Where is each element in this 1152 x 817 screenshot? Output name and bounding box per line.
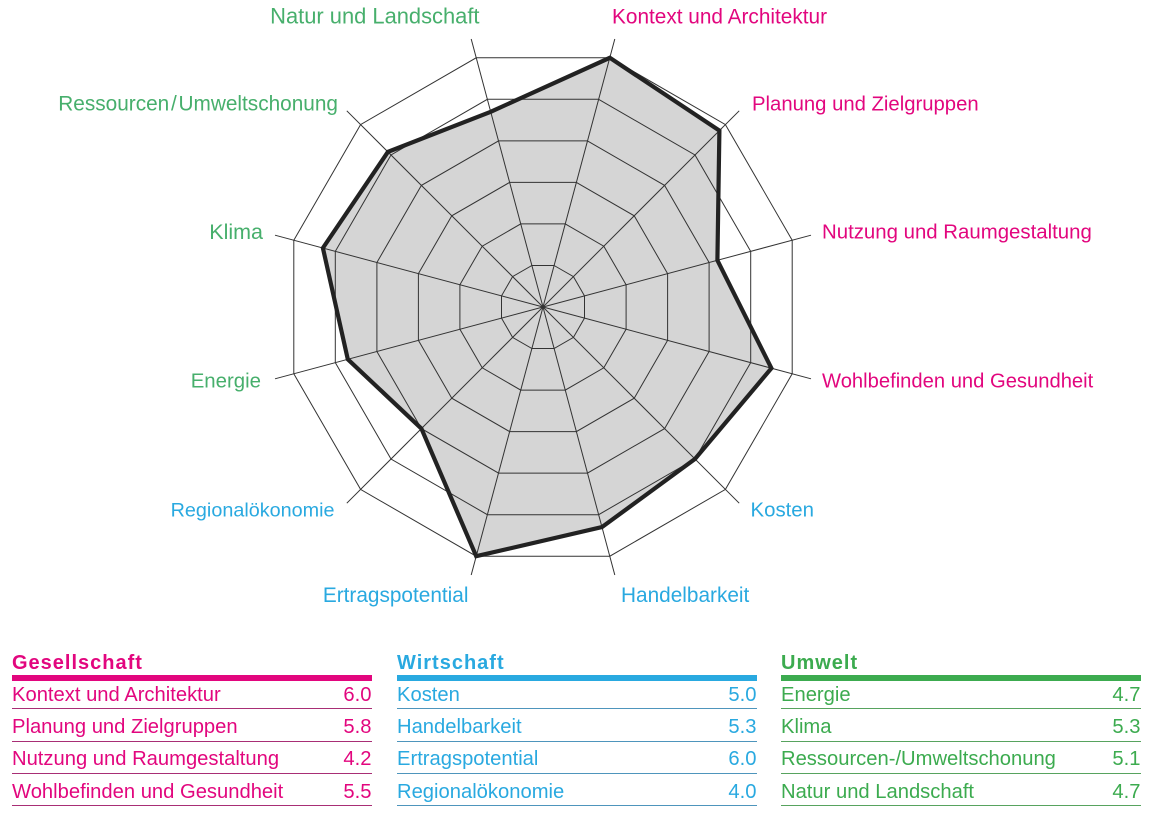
- svg-text:Regionalökonomie: Regionalökonomie: [171, 500, 335, 522]
- svg-text:Energie: Energie: [191, 370, 261, 392]
- svg-text:Ertragspotential: Ertragspotential: [323, 584, 469, 607]
- svg-text:Planung und Zielgruppen: Planung und Zielgruppen: [752, 94, 979, 116]
- svg-text:Kontext und Architektur: Kontext und Architektur: [612, 6, 827, 29]
- svg-text:Klima: Klima: [209, 220, 263, 244]
- svg-text:Natur und Landschaft: Natur und Landschaft: [270, 4, 479, 29]
- svg-text:Nutzung und Raumgestaltung: Nutzung und Raumgestaltung: [822, 222, 1092, 244]
- svg-text:Kosten: Kosten: [751, 500, 814, 522]
- svg-text:Handelbarkeit: Handelbarkeit: [621, 584, 750, 607]
- svg-text:Ressourcen / Umweltschonung: Ressourcen / Umweltschonung: [58, 93, 338, 116]
- svg-text:Wohlbefinden und Gesundheit: Wohlbefinden und Gesundheit: [822, 370, 1094, 392]
